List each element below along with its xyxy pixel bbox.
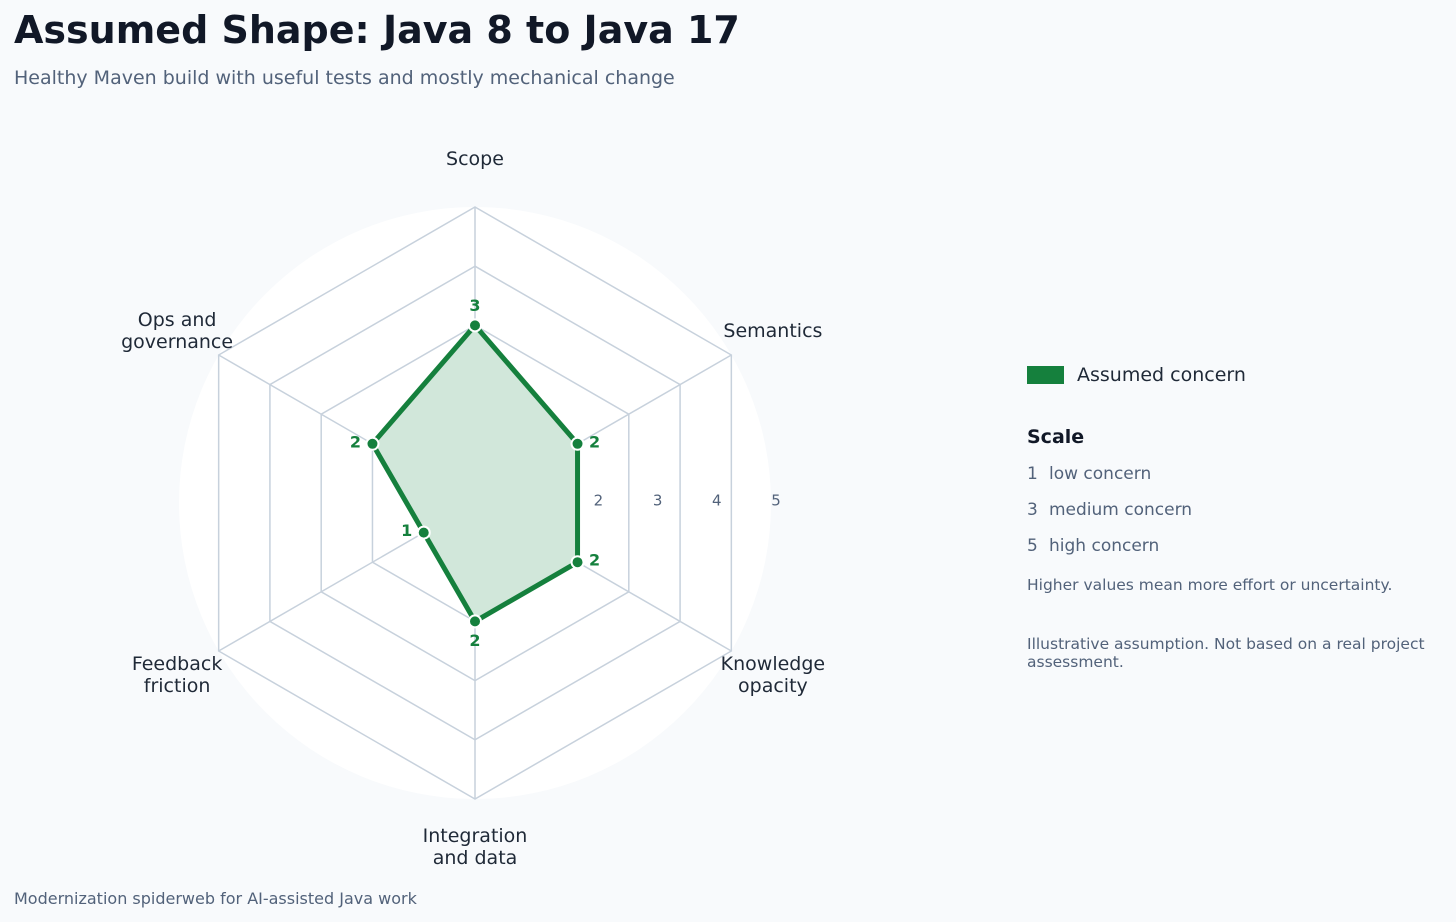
axis-label: Knowledge opacity — [721, 653, 825, 697]
data-point-label: 2 — [469, 631, 480, 650]
legend-item: Assumed concern — [1027, 362, 1447, 388]
axis-label: Scope — [446, 148, 504, 170]
data-point — [468, 318, 482, 333]
ring-tick-label: 5 — [771, 492, 781, 510]
ring-tick-label: 4 — [712, 492, 722, 510]
chart-subtitle: Healthy Maven build with useful tests an… — [14, 67, 675, 89]
axis-label: Integration and data — [423, 825, 528, 869]
axis-label: Feedback friction — [132, 653, 222, 697]
ring-tick-label: 3 — [653, 492, 663, 510]
legend-series-label: Assumed concern — [1077, 364, 1246, 386]
data-point-label: 2 — [350, 432, 361, 451]
scale-label: high concern — [1049, 536, 1160, 556]
axis-label: Ops and governance — [121, 309, 233, 353]
scale-value: 3 — [1027, 500, 1038, 520]
data-point-label: 2 — [589, 551, 600, 570]
data-point — [468, 614, 482, 629]
data-point — [570, 555, 585, 570]
ring-tick-label: 2 — [594, 492, 604, 510]
scale-item-high: 5 high concern — [1027, 536, 1447, 556]
data-point-label: 2 — [589, 432, 600, 451]
scale-value: 1 — [1027, 464, 1038, 484]
data-point — [365, 436, 380, 451]
chart-title: Assumed Shape: Java 8 to Java 17 — [14, 8, 740, 52]
data-point-label: 1 — [401, 521, 412, 540]
radar-chart: 2 3 4 5 Scope Semantics Knowledge opacity Integr… — [121, 148, 825, 869]
scale-label: medium concern — [1049, 500, 1193, 520]
scale-item-low: 1 low concern — [1027, 464, 1447, 484]
axis-label: Semantics — [723, 320, 822, 342]
data-point — [416, 525, 431, 540]
footer-caption: Modernization spiderweb for AI-assisted … — [14, 889, 417, 908]
scale-item-medium: 3 medium concern — [1027, 500, 1447, 520]
scale-title: Scale — [1027, 426, 1085, 448]
data-point — [570, 436, 585, 451]
legend-swatch — [1027, 366, 1064, 384]
disclaimer-note: Illustrative assumption. Not based on a … — [1027, 635, 1425, 671]
legend-panel: Assumed concern Scale 1 low concern 3 medi… — [1027, 362, 1447, 671]
scale-note: Higher values mean more effort or uncert… — [1027, 576, 1393, 594]
data-point-label: 3 — [469, 296, 480, 315]
scale-label: low concern — [1049, 464, 1152, 484]
scale-value: 5 — [1027, 536, 1038, 556]
